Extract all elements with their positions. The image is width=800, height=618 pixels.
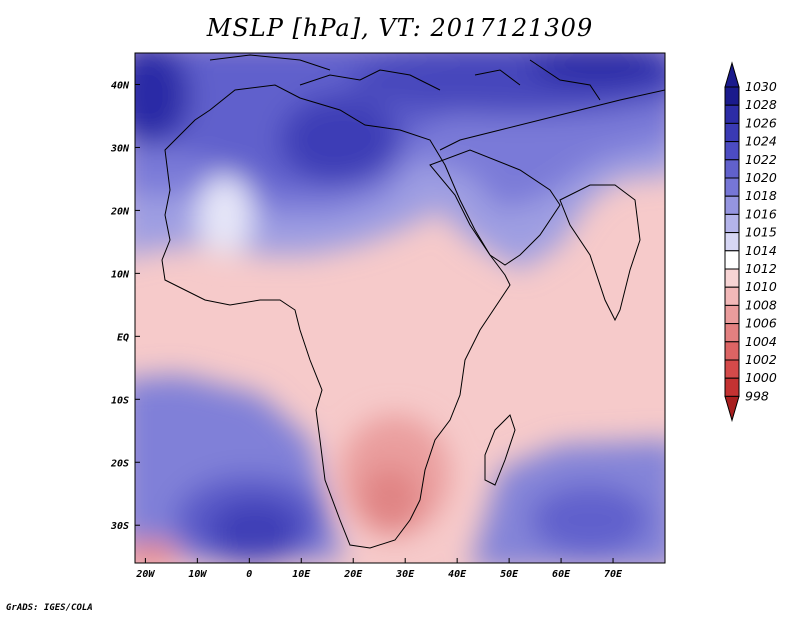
colorbar-swatch [724, 304, 740, 325]
colorbar-swatch [724, 268, 740, 288]
latitude-axis: 40N 30N 20N 10N EQ 10S 20S 30S [110, 80, 140, 532]
colorbar-label: 1004 [745, 334, 777, 349]
colorbar-arrow-bottom [724, 395, 740, 423]
colorbar-label: 1002 [745, 352, 777, 367]
colorbar-swatch [724, 250, 740, 270]
lon-tick-label: 0 [246, 569, 252, 580]
colorbar-label: 1028 [745, 97, 777, 112]
colorbar-swatch [724, 177, 740, 197]
longitude-axis: 20W 10W 0 10E 20E 30E 40E 50E 60E 70E [135, 558, 623, 580]
colorbar-swatch [724, 377, 740, 397]
colorbar-label: 1026 [745, 115, 777, 130]
lat-tick-label: 20N [110, 206, 130, 217]
lat-tick-label: 30S [110, 521, 129, 532]
colorbar: 1030 1028 1026 1024 1022 1020 1018 1016 1015 1014… [724, 61, 777, 423]
colorbar-label: 1016 [745, 206, 777, 221]
colorbar-swatch [724, 122, 740, 143]
chart-title: MSLP [hPa], VT: 2017121309 [206, 14, 594, 42]
pressure-field [135, 53, 665, 563]
colorbar-label: 1030 [745, 79, 777, 94]
plot-frame [134, 52, 666, 564]
colorbar-label: 1014 [745, 243, 777, 258]
colorbar-label: 1010 [745, 279, 777, 294]
colorbar-swatch [724, 86, 740, 106]
lon-tick-label: 70E [604, 569, 623, 580]
lon-tick-label: 60E [552, 569, 571, 580]
coastlines [161, 54, 665, 549]
lon-tick-label: 10W [188, 569, 207, 580]
colorbar-label: 1018 [745, 188, 777, 203]
colorbar-swatch [724, 195, 740, 215]
colorbar-swatch [724, 213, 740, 234]
colorbar-arrow-top [724, 61, 740, 88]
colorbar-label: 1015 [745, 225, 777, 240]
lat-tick-label: EQ [117, 332, 129, 343]
lat-tick-label: 30N [110, 143, 130, 154]
colorbar-swatch [724, 323, 740, 343]
lat-tick-label: 20S [110, 458, 129, 469]
colorbar-swatch [724, 141, 740, 161]
colorbar-label: 998 [745, 388, 769, 403]
lat-tick-label: 10N [111, 269, 130, 280]
lat-tick-label: 10S [111, 395, 129, 406]
colorbar-swatch [724, 232, 740, 252]
colorbar-label: 1006 [745, 316, 777, 331]
lon-tick-label: 40E [448, 569, 467, 580]
colorbar-swatch [724, 286, 740, 306]
colorbar-swatch [724, 341, 740, 361]
colorbar-swatch [724, 159, 740, 179]
colorbar-label: 1020 [745, 170, 777, 185]
colorbar-swatch [724, 359, 740, 379]
lon-tick-label: 20E [343, 569, 363, 580]
colorbar-label: 1012 [745, 261, 777, 276]
lon-tick-label: 50E [500, 569, 519, 580]
colorbar-label: 1000 [745, 370, 777, 385]
colorbar-label: 1022 [745, 152, 777, 167]
colorbar-label: 1024 [745, 134, 777, 149]
colorbar-swatch [724, 104, 740, 124]
lon-tick-label: 20W [135, 569, 155, 580]
lon-tick-label: 30E [395, 569, 415, 580]
lon-tick-label: 10E [292, 569, 311, 580]
colorbar-label: 1008 [745, 297, 777, 312]
lat-tick-label: 40N [111, 80, 130, 91]
credit-label: GrADS: IGES/COLA [6, 603, 93, 613]
